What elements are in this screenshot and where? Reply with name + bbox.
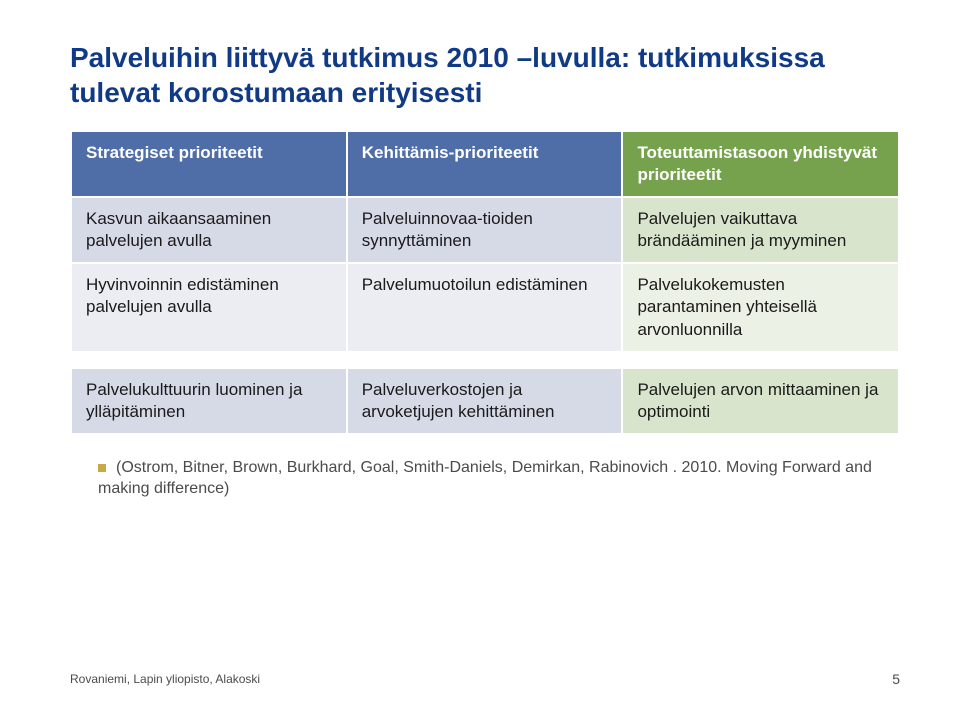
cell: Kasvun aikaansaaminen palvelujen avulla	[71, 197, 347, 263]
page-title: Palveluihin liittyvä tutkimus 2010 –luvu…	[70, 40, 900, 110]
table-row: Kasvun aikaansaaminen palvelujen avulla …	[71, 197, 899, 263]
col-header-development: Kehittämis-prioriteetit	[347, 131, 623, 197]
table-row: Palvelukulttuurin luominen ja ylläpitämi…	[71, 368, 899, 434]
col-header-implementation: Toteuttamistasoon yhdistyvät prioriteeti…	[622, 131, 899, 197]
cell: Palvelukulttuurin luominen ja ylläpitämi…	[71, 368, 347, 434]
cell: Palvelukokemusten parantaminen yhteisell…	[622, 263, 899, 351]
cell: Palvelujen vaikuttava brändääminen ja my…	[622, 197, 899, 263]
cell: Palveluinnovaa-tioiden synnyttäminen	[347, 197, 623, 263]
table-gap-row	[71, 352, 899, 368]
cell: Palveluverkostojen ja arvoketjujen kehit…	[347, 368, 623, 434]
page-number: 5	[892, 671, 900, 687]
bullet-icon	[98, 464, 106, 472]
cell: Palvelumuotoilun edistäminen	[347, 263, 623, 351]
citation-text: (Ostrom, Bitner, Brown, Burkhard, Goal, …	[70, 457, 900, 500]
citation-content: (Ostrom, Bitner, Brown, Burkhard, Goal, …	[98, 459, 872, 498]
cell: Palvelujen arvon mittaaminen ja optimoin…	[622, 368, 899, 434]
col-header-strategic: Strategiset prioriteetit	[71, 131, 347, 197]
cell: Hyvinvoinnin edistäminen palvelujen avul…	[71, 263, 347, 351]
footer-text: Rovaniemi, Lapin yliopisto, Alakoski	[70, 672, 260, 687]
table-row: Hyvinvoinnin edistäminen palvelujen avul…	[71, 263, 899, 351]
table-header-row: Strategiset prioriteetit Kehittämis-prio…	[71, 131, 899, 197]
priority-table: Strategiset prioriteetit Kehittämis-prio…	[70, 130, 900, 435]
